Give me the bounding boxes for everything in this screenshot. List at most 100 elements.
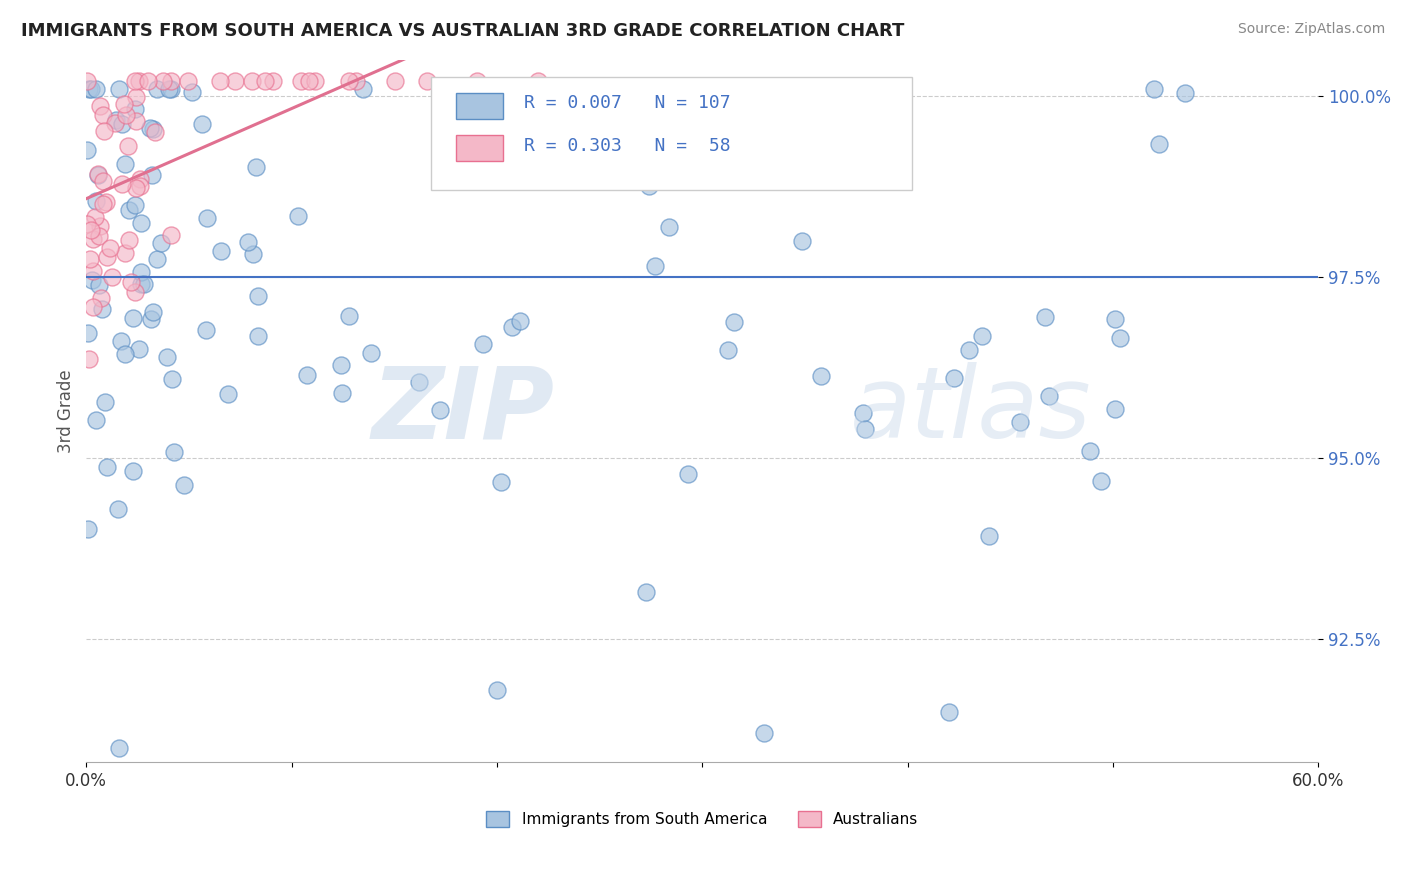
Point [644, 260, 666, 274]
Point [384, 74, 406, 88]
Point [658, 220, 681, 235]
Point [1078, 444, 1101, 458]
Point [792, 234, 814, 248]
Point [139, 120, 162, 135]
Point [86, 194, 108, 209]
Point [110, 177, 132, 191]
Point [723, 314, 745, 328]
Point [262, 74, 284, 88]
Point [129, 216, 152, 230]
Point [84, 413, 107, 427]
Point [957, 343, 980, 357]
Point [114, 246, 136, 260]
Point [91, 197, 114, 211]
Text: Source: ZipAtlas.com: Source: ZipAtlas.com [1237, 22, 1385, 37]
Point [114, 108, 136, 122]
Point [1143, 81, 1166, 95]
Point [211, 244, 233, 259]
Point [77, 352, 100, 367]
Point [160, 372, 183, 386]
Text: R = 0.303   N =  58: R = 0.303 N = 58 [523, 137, 730, 155]
Point [96, 251, 118, 265]
Point [125, 89, 148, 103]
Point [853, 422, 876, 436]
Point [209, 74, 232, 88]
Point [87, 167, 110, 181]
Point [76, 523, 98, 537]
Point [129, 277, 152, 291]
Point [163, 445, 186, 459]
Point [810, 369, 832, 384]
Point [337, 309, 360, 323]
Point [246, 329, 269, 343]
Point [1174, 86, 1197, 100]
Point [152, 74, 174, 88]
Point [1104, 401, 1126, 416]
Point [938, 705, 960, 719]
Point [89, 228, 111, 243]
Point [638, 178, 661, 193]
Point [1104, 312, 1126, 326]
Point [146, 252, 169, 266]
FancyBboxPatch shape [456, 135, 503, 161]
Point [297, 368, 319, 382]
Point [1108, 331, 1130, 345]
Point [242, 247, 264, 261]
Point [304, 74, 326, 88]
Point [87, 278, 110, 293]
Point [634, 99, 657, 113]
Point [124, 74, 146, 88]
Point [360, 346, 382, 360]
Point [129, 179, 152, 194]
Point [1038, 389, 1060, 403]
Text: atlas: atlas [851, 362, 1091, 459]
Point [124, 103, 146, 117]
Text: ZIP: ZIP [371, 362, 554, 459]
Point [76, 74, 98, 88]
Point [89, 219, 111, 233]
Point [509, 314, 531, 328]
Point [254, 74, 277, 88]
Point [177, 74, 200, 88]
Point [121, 464, 143, 478]
Point [124, 198, 146, 212]
Point [121, 311, 143, 326]
Point [104, 116, 127, 130]
Point [142, 121, 165, 136]
Point [124, 285, 146, 299]
Point [330, 386, 353, 401]
Point [344, 74, 367, 88]
Point [76, 326, 98, 340]
Point [882, 97, 904, 112]
Point [143, 125, 166, 139]
Point [134, 277, 156, 291]
Point [155, 350, 177, 364]
Point [105, 112, 128, 127]
Point [87, 168, 110, 182]
Point [82, 264, 104, 278]
Legend: Immigrants from South America, Australians: Immigrants from South America, Australia… [481, 805, 924, 833]
Point [491, 475, 513, 489]
Point [110, 334, 132, 349]
Point [752, 726, 775, 740]
Point [160, 81, 183, 95]
Point [415, 74, 437, 88]
Point [157, 81, 180, 95]
Point [129, 265, 152, 279]
Point [432, 81, 454, 95]
Point [136, 74, 159, 88]
Point [245, 161, 267, 175]
Point [128, 171, 150, 186]
Point [224, 74, 246, 88]
Point [120, 275, 142, 289]
Point [91, 108, 114, 122]
Point [98, 241, 121, 255]
Point [117, 233, 139, 247]
Point [111, 117, 134, 131]
Point [501, 320, 523, 334]
Point [96, 460, 118, 475]
Point [889, 81, 911, 95]
Point [246, 289, 269, 303]
Point [90, 292, 112, 306]
Point [84, 81, 107, 95]
